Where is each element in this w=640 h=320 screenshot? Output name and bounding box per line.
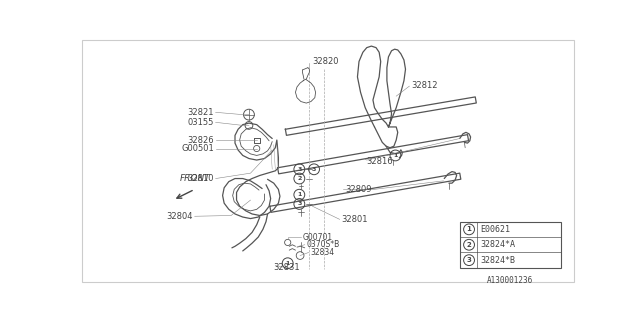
Text: A130001236: A130001236 [487,276,533,284]
Text: 3: 3 [297,167,301,172]
Text: 3: 3 [297,202,301,206]
Text: 2: 2 [467,242,472,248]
Text: 32801: 32801 [341,215,367,224]
Text: 3: 3 [312,167,316,172]
Text: 32824*A: 32824*A [481,240,516,249]
Text: 2: 2 [297,176,301,181]
Text: 32820: 32820 [312,57,339,66]
Text: E00621: E00621 [481,225,511,234]
Text: 32826: 32826 [188,136,214,145]
Text: 32824*B: 32824*B [481,256,516,265]
Text: 32804: 32804 [166,212,193,221]
Text: 32809: 32809 [345,185,372,194]
Text: 1: 1 [297,192,301,197]
Text: 32834: 32834 [310,248,334,257]
Text: 3: 3 [467,257,472,263]
Text: 32821: 32821 [188,108,214,117]
Text: 32810: 32810 [188,174,214,183]
Text: 32831: 32831 [274,263,300,272]
Text: 32812: 32812 [411,81,437,90]
Text: 1: 1 [285,261,290,266]
Text: 32816: 32816 [367,157,394,166]
Text: G00701: G00701 [303,233,333,242]
Bar [460,222,561,268]
Text: FRONT: FRONT [179,174,210,183]
Text: 1: 1 [467,226,472,232]
Text: G00501: G00501 [181,144,214,153]
Text: 03155: 03155 [188,118,214,127]
Text: 0370S*B: 0370S*B [307,240,340,249]
Text: 1: 1 [393,153,397,158]
